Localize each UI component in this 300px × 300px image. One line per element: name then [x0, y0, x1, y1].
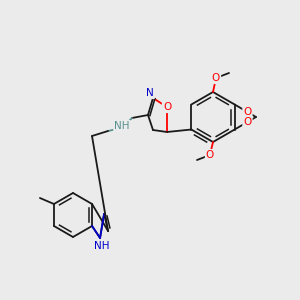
Text: O: O — [243, 107, 252, 117]
Text: O: O — [163, 102, 171, 112]
Text: O: O — [212, 73, 220, 83]
Text: O: O — [243, 117, 252, 127]
Text: O: O — [206, 150, 214, 160]
Text: NH: NH — [94, 241, 110, 251]
Text: NH: NH — [114, 121, 130, 131]
Text: N: N — [146, 88, 154, 98]
